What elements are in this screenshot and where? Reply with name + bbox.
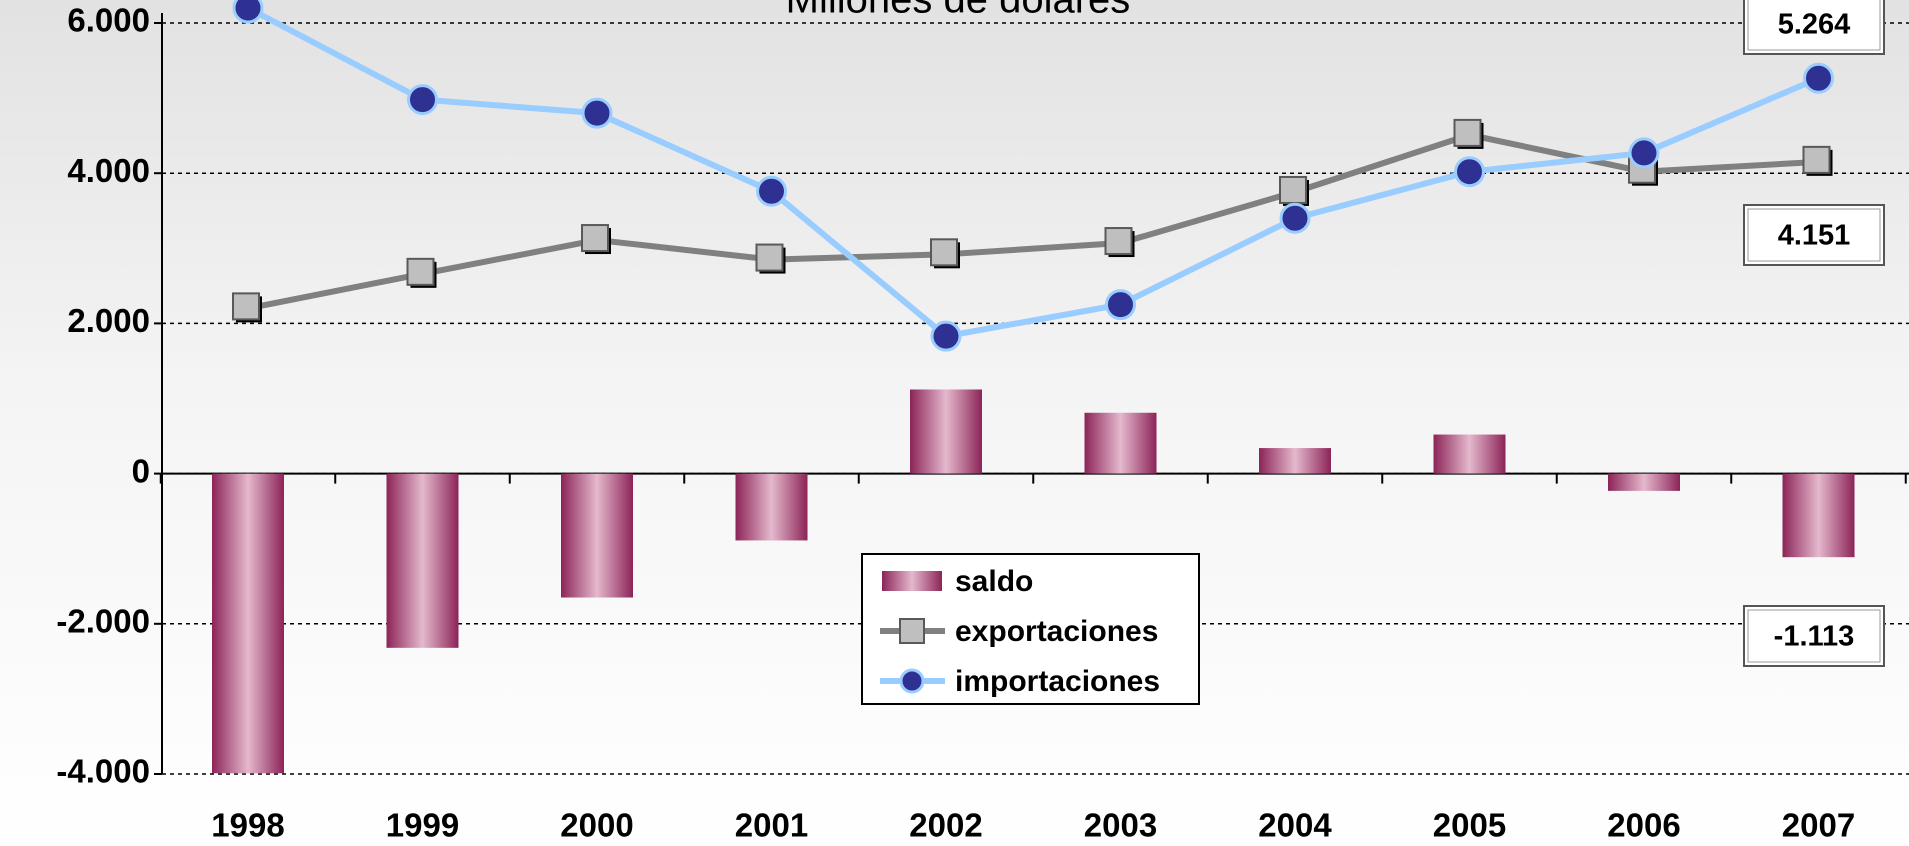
y-tick-label: -2.000 — [56, 603, 150, 640]
x-tick-label: 2001 — [735, 807, 808, 844]
x-tick-label: 2003 — [1084, 807, 1157, 844]
marker — [1104, 227, 1133, 256]
markers — [232, 0, 1834, 352]
marker — [1279, 175, 1307, 204]
bar — [735, 473, 808, 541]
value-label: -1.113 — [1774, 621, 1855, 653]
bar — [212, 473, 284, 774]
marker — [406, 257, 435, 286]
marker — [756, 175, 787, 207]
marker — [755, 243, 784, 272]
bar — [1084, 412, 1157, 474]
x-tick-label: 2000 — [560, 807, 633, 844]
legend-label: importaciones — [955, 665, 1160, 698]
x-tick-label: 2007 — [1782, 807, 1855, 844]
x-tick-label: 2005 — [1433, 807, 1506, 844]
marker — [930, 238, 958, 267]
legend-marker — [899, 618, 925, 644]
marker — [581, 224, 609, 253]
x-tick-label: 1998 — [211, 807, 284, 844]
marker — [1453, 118, 1482, 147]
marker — [581, 97, 613, 129]
bar — [561, 473, 633, 598]
marker — [1105, 289, 1136, 321]
value-label-box-inner — [1747, 208, 1881, 262]
marker — [232, 292, 260, 321]
marker — [930, 320, 962, 352]
markers — [232, 118, 1833, 323]
bar — [1608, 473, 1680, 491]
y-tick-label: -4.000 — [56, 753, 150, 790]
legend-label: exportaciones — [955, 615, 1158, 648]
x-tick-label: 2002 — [909, 807, 982, 844]
y-tick-label: 4.000 — [67, 152, 150, 189]
x-tick-label: 2006 — [1607, 807, 1680, 844]
line — [246, 5, 1820, 340]
marker — [232, 0, 264, 24]
marker — [1628, 137, 1660, 169]
marker — [1803, 62, 1834, 94]
chart-title: Millones de dólares — [786, 0, 1131, 22]
value-label-box — [1743, 204, 1885, 266]
marker — [1802, 145, 1831, 174]
y-tick-label: 0 — [132, 452, 150, 489]
value-label-box-inner — [1747, 609, 1881, 663]
value-label-box — [1743, 0, 1885, 55]
bar — [1433, 434, 1506, 474]
marker — [407, 84, 438, 116]
bar — [1259, 448, 1331, 474]
bar — [910, 389, 982, 474]
marker — [1279, 202, 1311, 234]
value-label-box — [1743, 605, 1885, 667]
y-tick-label: 6.000 — [67, 2, 150, 39]
legend-label: saldo — [955, 565, 1033, 598]
x-tick-label: 2004 — [1258, 807, 1332, 844]
marker — [1454, 156, 1485, 188]
y-tick-label: 2.000 — [67, 302, 150, 339]
bar — [386, 473, 459, 648]
value-label: 4.151 — [1778, 220, 1851, 252]
legend: saldo exportaciones importaciones — [861, 553, 1200, 705]
x-tick-label: 1999 — [386, 807, 459, 844]
legend-swatch — [882, 571, 942, 591]
line — [247, 131, 1819, 312]
value-label-box-inner — [1747, 0, 1881, 51]
value-label: 5.264 — [1778, 9, 1851, 41]
bar — [1782, 473, 1855, 558]
legend-marker — [899, 668, 925, 694]
